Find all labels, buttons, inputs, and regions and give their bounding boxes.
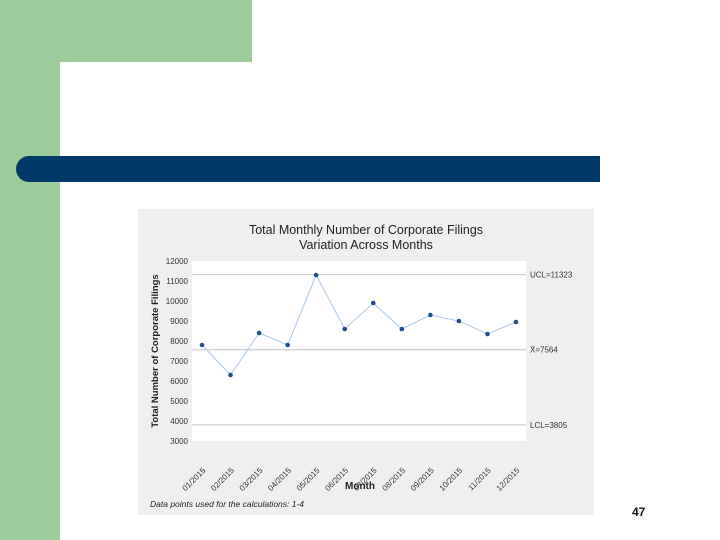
data-point xyxy=(428,312,433,318)
data-point xyxy=(285,342,290,348)
data-point xyxy=(199,342,205,348)
y-axis-label: Total Number of Corporate Filings xyxy=(150,274,161,427)
data-point xyxy=(256,330,262,336)
x-tick-label: 08/2015 xyxy=(380,466,407,493)
green-left-band xyxy=(0,62,60,540)
page-number: 47 xyxy=(632,505,646,519)
x-tick-label: 01/2015 xyxy=(181,466,208,493)
data-point xyxy=(485,331,490,337)
title-bar xyxy=(16,156,600,182)
y-tick-label: 12000 xyxy=(166,257,189,266)
data-point xyxy=(370,300,376,306)
series-line xyxy=(201,273,517,376)
plot-area xyxy=(192,261,526,441)
x-tick-label: 10/2015 xyxy=(438,466,465,493)
data-point xyxy=(313,272,319,278)
green-top-band xyxy=(0,0,252,62)
chart-title: Total Monthly Number of Corporate Filing… xyxy=(248,223,484,237)
x-axis-label: Month xyxy=(345,481,375,492)
reference-line-label: UCL=11323 xyxy=(530,271,573,280)
control-chart: 3000 4000 5000 6000 7000 8000 9000 10000 11000 12… xyxy=(150,257,573,509)
x-tick-label: 12/2015 xyxy=(495,466,522,493)
y-tick-label: 6000 xyxy=(170,377,188,386)
y-tick-label: 11000 xyxy=(166,277,188,286)
y-tick-label: 3000 xyxy=(170,437,188,446)
y-tick-label: 7000 xyxy=(170,357,188,366)
x-tick-label: 05/2015 xyxy=(295,466,322,493)
data-point xyxy=(228,372,233,378)
x-tick-label: 04/2015 xyxy=(266,466,293,493)
y-tick-label: 4000 xyxy=(170,417,188,426)
data-point xyxy=(399,326,405,332)
chart-panel: Total Monthly Number of Corporate Filing… xyxy=(138,209,594,515)
y-tick-label: 8000 xyxy=(170,337,188,346)
footnote: Data points used for the calculations: 1… xyxy=(150,499,304,509)
reference-line-label: LCL=3805 xyxy=(530,421,568,430)
x-tick-label: 11/2015 xyxy=(466,466,493,493)
data-point xyxy=(513,319,519,325)
rounded-corner xyxy=(60,62,100,102)
chart-subtitle: Variation Across Months xyxy=(299,238,433,252)
y-tick-label: 10000 xyxy=(166,297,189,306)
x-tick-label: 09/2015 xyxy=(409,466,436,493)
x-tick-label: 02/2015 xyxy=(209,466,236,493)
x-tick-label: 03/2015 xyxy=(238,466,265,493)
y-tick-label: 5000 xyxy=(170,397,188,406)
data-point xyxy=(456,318,462,324)
y-tick-label: 9000 xyxy=(170,317,188,326)
data-point xyxy=(342,326,348,332)
reference-line-label: X̄=7564 xyxy=(530,346,558,355)
